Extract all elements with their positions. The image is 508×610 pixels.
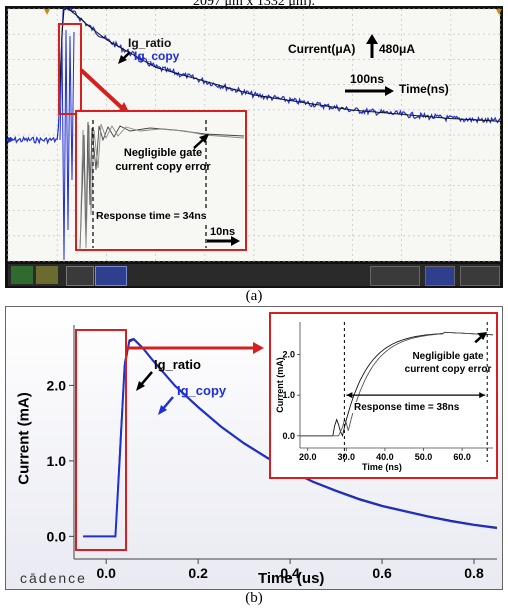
scope-channel-badge-4: [95, 266, 127, 286]
scope-trigger-marker-right: [496, 9, 502, 15]
cadence-inset-ylabel: Current (mA): [275, 357, 285, 413]
cadence-legend-ig-copy: Ig_copy: [177, 383, 227, 398]
scope-trigger-marker: [44, 9, 50, 15]
scope-settings-block-3: [460, 266, 500, 286]
cadence-line-ig-copy: [83, 338, 498, 538]
cadence-inset-xlabel: Time (ns): [362, 462, 402, 472]
cadence-y-tick-label: 0.0: [47, 528, 67, 544]
cadence-x-tick-label: 0.2: [188, 565, 208, 581]
inset-line-ig-copy: [300, 331, 494, 437]
cadence-y-tick-label: 1.0: [47, 453, 67, 469]
cadence-inset-note-line1: Negligible gate: [412, 351, 484, 362]
scope-channel-badge-2: [36, 266, 58, 284]
cadence-y-tick-label: 2.0: [47, 377, 67, 393]
scope-channel-badge-3: [66, 266, 94, 286]
inset-error-pointer-head-b: [477, 332, 488, 341]
inset-note: Negligible gate current copy error: [108, 146, 218, 174]
inset-scale-label: 10ns: [210, 226, 236, 238]
inset-x-tick-label: 40.0: [376, 452, 394, 462]
inset-trace-ig-ratio: [79, 121, 245, 251]
cadence-inset-note-line2: current copy error: [404, 364, 492, 375]
inset-y-tick-label: 2.0: [282, 350, 295, 360]
scope-channel-badge-1: [11, 266, 33, 284]
peak-highlight-box-b: [75, 329, 127, 551]
inset-response-arrowhead-left: [346, 392, 353, 399]
caption-a: (a): [245, 288, 263, 304]
inset-traces: [79, 121, 245, 251]
scope-ringing: [59, 29, 75, 261]
peak-highlight-box: [58, 23, 82, 115]
cadence-xlabel: Time (us): [258, 570, 325, 587]
inset-response-arrowhead-right: [479, 392, 486, 399]
cadence-inset-note: Negligible gate current copy error: [398, 350, 498, 376]
cadence-x-tick-label: 0.0: [96, 565, 116, 581]
horizontal-scale-label: Time(ns): [399, 82, 449, 96]
inset-x-tick-label: 20.0: [299, 452, 317, 462]
inset-y-tick-label: 0.0: [282, 431, 295, 441]
cadence-inset-response-time: Response time = 38ns: [352, 402, 462, 413]
cadence-x-tick-label: 0.4: [280, 565, 300, 581]
vertical-scale-value: 480μA: [379, 42, 416, 56]
cadence-x-tick-label: 0.8: [464, 565, 484, 581]
inset-x-tick-label: 60.0: [453, 452, 471, 462]
scope-settings-block-2: [425, 266, 455, 286]
cadence-legend-ig-ratio: Ig_ratio: [154, 357, 201, 372]
scope-legend-ig-ratio: Ig_ratio: [128, 36, 172, 50]
scope-settings-block-1: [370, 266, 420, 286]
inset-connector: [79, 68, 124, 110]
inset-note-line2: current copy error: [115, 161, 211, 173]
horizontal-scale-value: 100ns: [350, 72, 385, 86]
cadence-inset: 20.0 30.0 40.0 50.0 60.0 0.0 1.0 2.0: [282, 322, 494, 462]
inset-note-line1: Negligible gate: [123, 147, 203, 159]
vertical-scale-label: Current(μA): [288, 42, 356, 56]
caption-b: (b): [245, 590, 263, 606]
inset-x-tick-label: 30.0: [338, 452, 356, 462]
cadence-brand-logo: cādence: [20, 570, 87, 586]
scope-trace-ig-ratio: [59, 7, 501, 122]
inset-box: [75, 110, 247, 251]
inset-trace-ig-copy: [79, 123, 245, 251]
inset-response-time: Response time = 34ns: [94, 210, 209, 222]
cadence-ylabel: Current (mA): [15, 392, 33, 485]
scope-traces: [7, 6, 501, 261]
inset-y-tick-label: 1.0: [282, 390, 295, 400]
scope-legend-ig-copy: Ig_copy: [134, 49, 180, 63]
page-header-fragment: 2097 μm x 1332 μm).: [193, 0, 315, 9]
cadence-x-tick-label: 0.6: [372, 565, 392, 581]
cadence-main: 0.0 0.2 0.4 0.6 0.8 0.0 1.0 2.0: [47, 325, 498, 581]
inset-x-tick-label: 50.0: [415, 452, 433, 462]
